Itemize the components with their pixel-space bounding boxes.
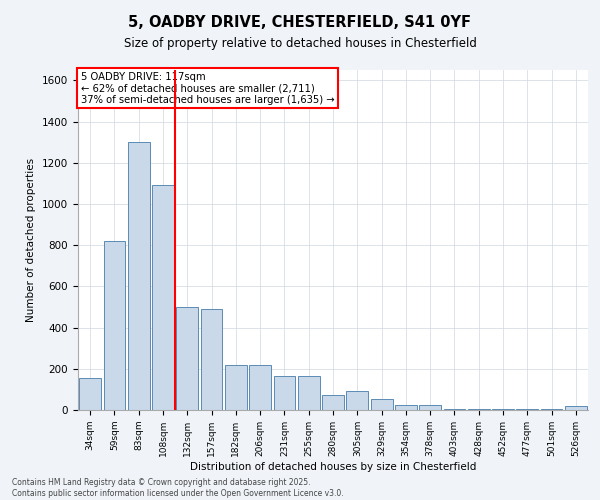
Bar [225, 364, 247, 410]
Y-axis label: Number of detached properties: Number of detached properties [26, 158, 37, 322]
Bar [443, 409, 466, 410]
Bar [371, 398, 392, 410]
Bar [517, 409, 538, 410]
Bar [298, 376, 320, 410]
Bar [395, 405, 417, 410]
Bar [176, 307, 198, 410]
Bar [492, 409, 514, 410]
Text: Contains HM Land Registry data © Crown copyright and database right 2025.
Contai: Contains HM Land Registry data © Crown c… [12, 478, 344, 498]
Bar [322, 394, 344, 410]
Bar [249, 364, 271, 410]
Text: 5 OADBY DRIVE: 117sqm
← 62% of detached houses are smaller (2,711)
37% of semi-d: 5 OADBY DRIVE: 117sqm ← 62% of detached … [80, 72, 334, 105]
Bar [200, 309, 223, 410]
Text: 5, OADBY DRIVE, CHESTERFIELD, S41 0YF: 5, OADBY DRIVE, CHESTERFIELD, S41 0YF [128, 15, 472, 30]
Bar [346, 392, 368, 410]
X-axis label: Distribution of detached houses by size in Chesterfield: Distribution of detached houses by size … [190, 462, 476, 471]
Bar [104, 241, 125, 410]
Bar [468, 409, 490, 410]
Bar [274, 376, 295, 410]
Bar [541, 409, 562, 410]
Bar [565, 406, 587, 410]
Text: Size of property relative to detached houses in Chesterfield: Size of property relative to detached ho… [124, 38, 476, 51]
Bar [419, 405, 441, 410]
Bar [79, 378, 101, 410]
Bar [152, 186, 174, 410]
Bar [128, 142, 149, 410]
